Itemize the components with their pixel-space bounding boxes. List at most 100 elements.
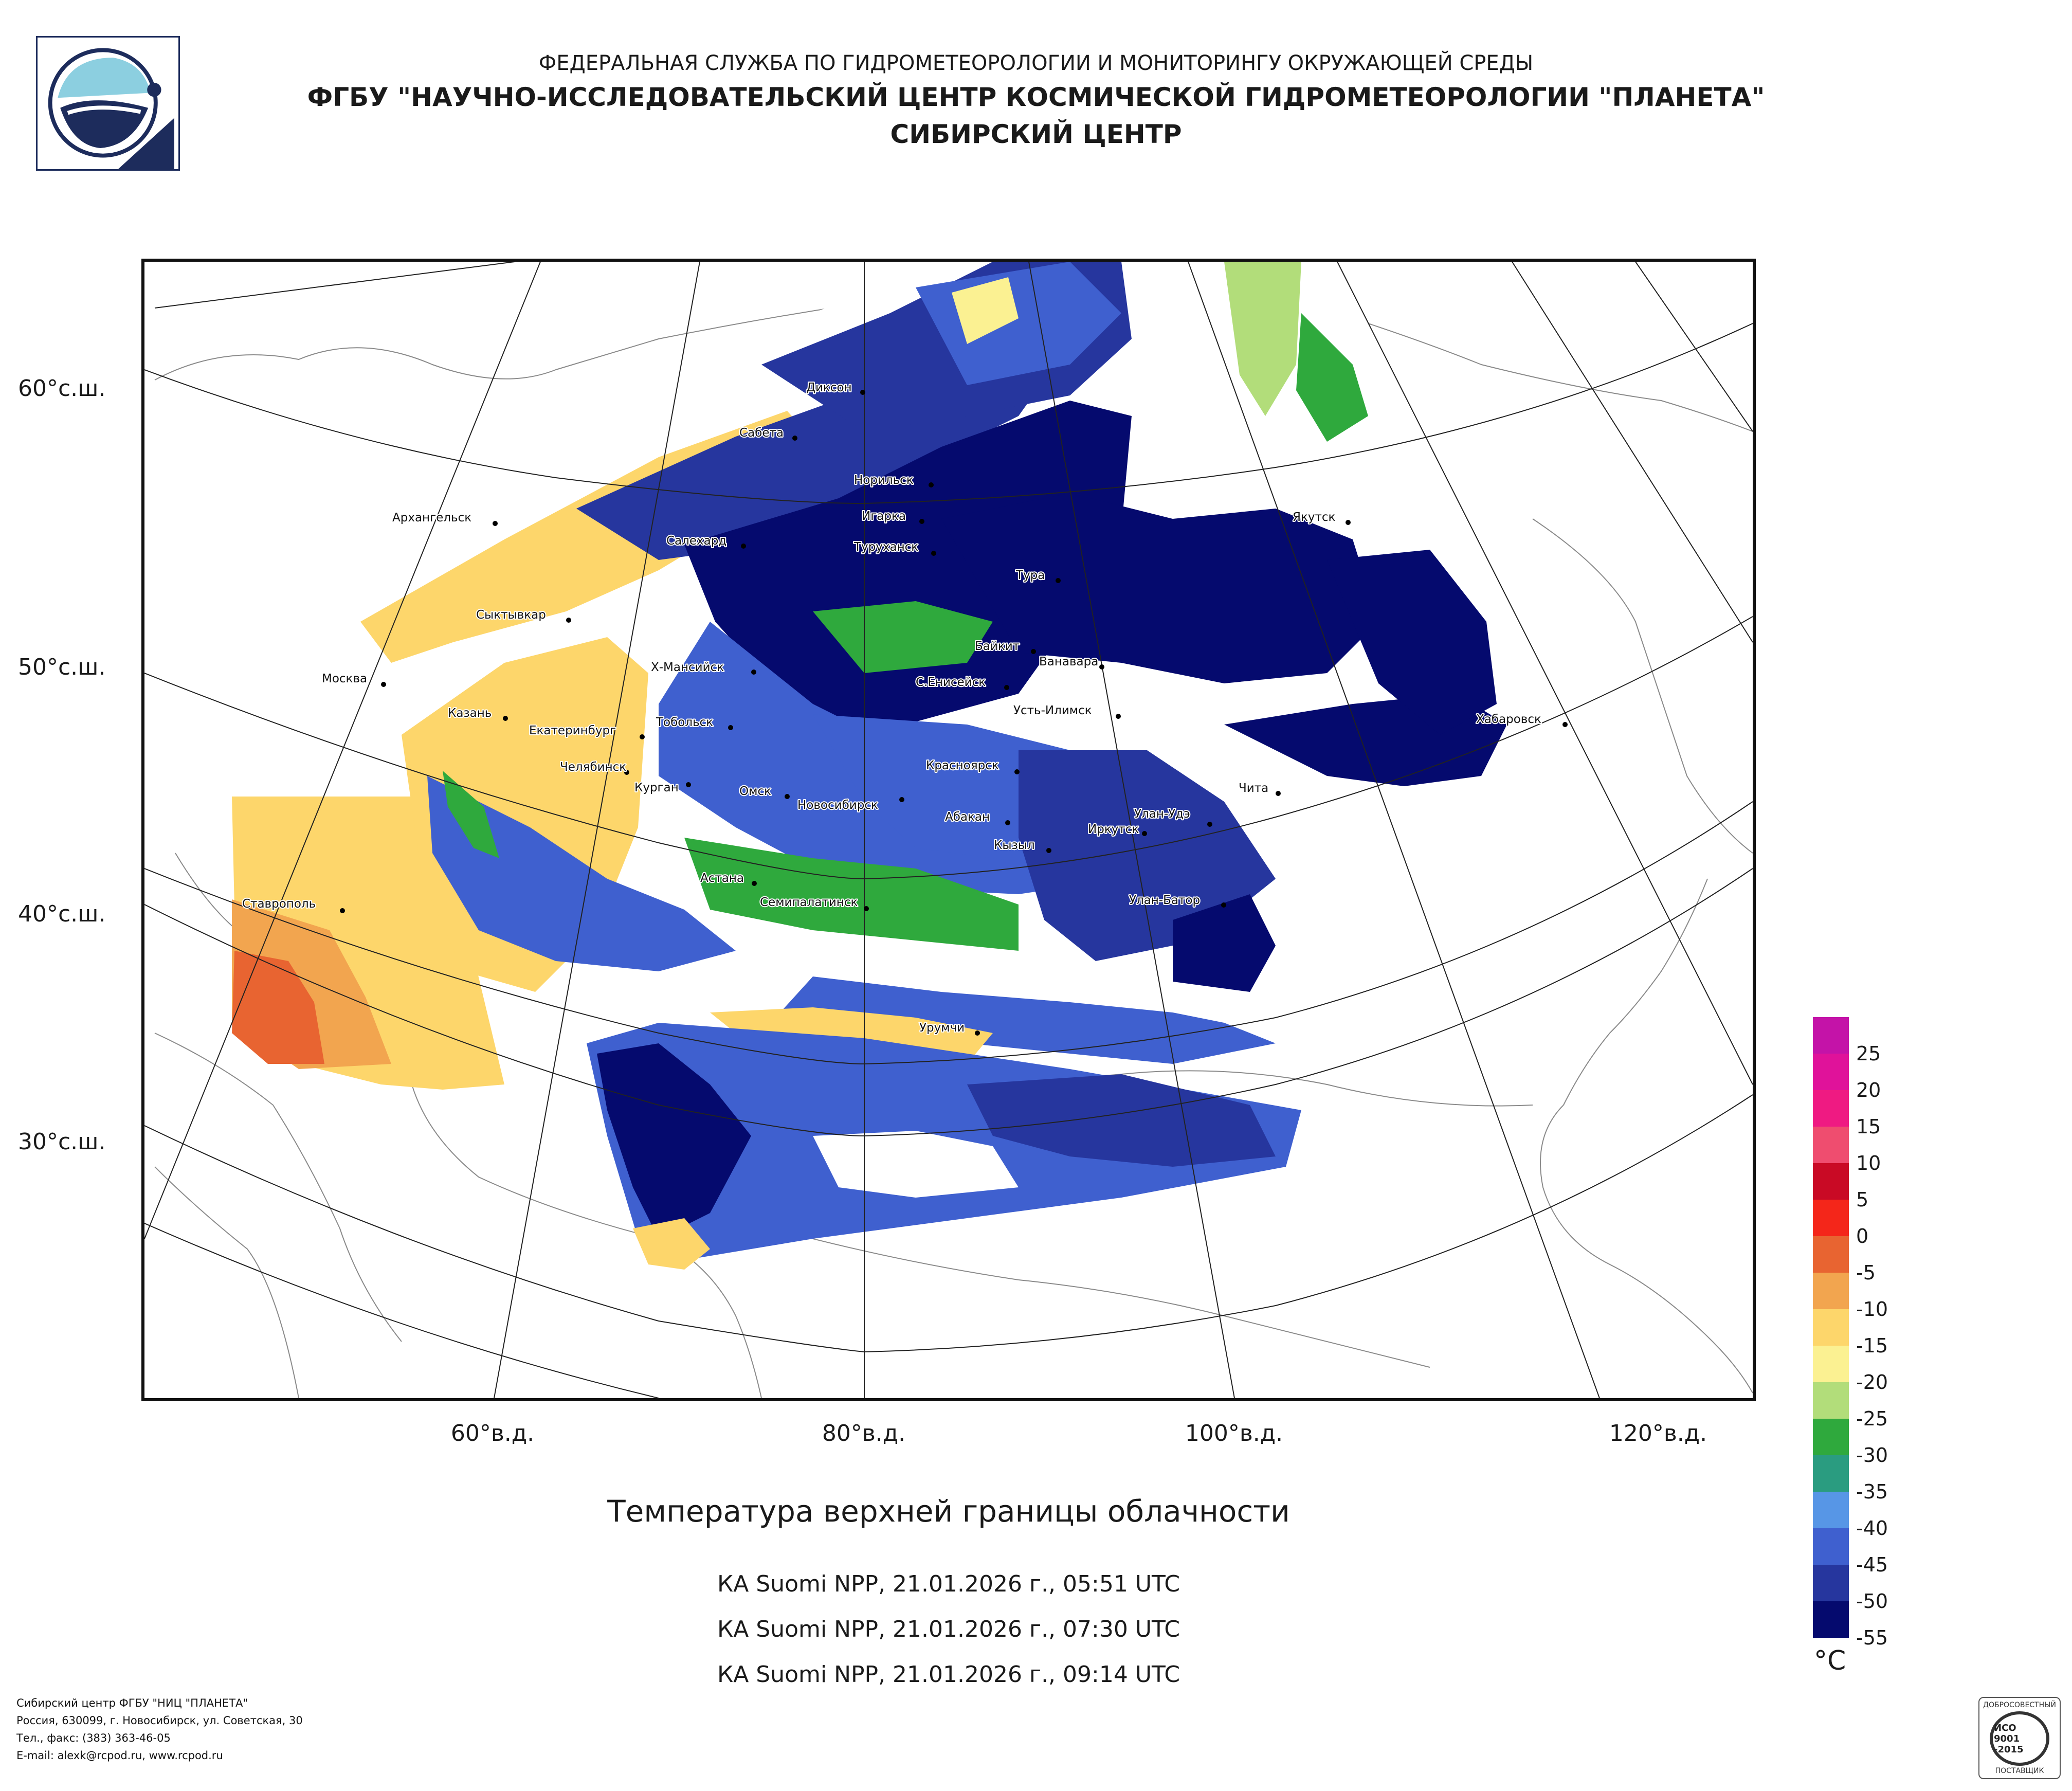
svg-text:Тобольск: Тобольск xyxy=(656,716,713,729)
city-syktyvkar: Сыктывкар xyxy=(475,607,571,623)
longitude-label-100: 100°в.д. xyxy=(1185,1420,1283,1446)
city-ulan-bator: Улан-Батор xyxy=(1128,893,1226,908)
iso-9001-badge: ДОБРОСОВЕСТНЫЙ ИСО 9001 -2015 ПОСТАВЩИК xyxy=(1978,1697,2061,1779)
svg-text:Тура: Тура xyxy=(1015,569,1045,582)
pass-time-2: КА Suomi NPP, 21.01.2026 г., 07:30 UTC xyxy=(717,1616,1180,1642)
temperature-colorbar xyxy=(1813,1017,1849,1638)
colorbar-tick-label: -10 xyxy=(1856,1298,1888,1320)
colorbar-swatch xyxy=(1813,1054,1849,1090)
city-khmansiysk: Х-Мансийск xyxy=(650,660,756,675)
footer-email: E-mail: alexk@rcpod.ru, www.rcpod.ru xyxy=(16,1749,223,1762)
cloud-top-temperature-map: Диксон Сабета Норильск Игарка Туруханск … xyxy=(141,259,1756,1401)
footer-phone: Тел., факс: (383) 363-46-05 xyxy=(16,1732,171,1744)
colorbar-swatch xyxy=(1813,1528,1849,1565)
city-abakan: Абакан xyxy=(944,809,1010,825)
city-irkutsk: Иркутск xyxy=(1087,822,1147,837)
svg-text:Курган: Курган xyxy=(634,781,679,794)
svg-text:Салехард: Салехард xyxy=(666,534,726,548)
svg-text:Игарка: Игарка xyxy=(862,510,906,523)
svg-text:Туруханск: Туруханск xyxy=(853,540,918,554)
colorbar-swatch xyxy=(1813,1309,1849,1346)
colorbar-tick-label: -20 xyxy=(1856,1371,1888,1394)
colorbar-tick-label: -45 xyxy=(1856,1553,1888,1576)
contact-footer: Сибирский центр ФГБУ "НИЦ "ПЛАНЕТА" Росс… xyxy=(16,1694,303,1764)
svg-text:Сыктывкар: Сыктывкар xyxy=(476,608,546,622)
colorbar-swatch xyxy=(1813,1273,1849,1309)
colorbar-tick-label: -30 xyxy=(1856,1444,1888,1467)
svg-text:Омск: Омск xyxy=(739,785,771,798)
colorbar-swatch xyxy=(1813,1601,1849,1638)
city-krasnoyarsk: Красноярск xyxy=(925,758,1020,774)
colorbar-tick-label: 0 xyxy=(1856,1225,1869,1247)
colorbar-swatch xyxy=(1813,1163,1849,1200)
svg-text:Якутск: Якутск xyxy=(1293,511,1336,524)
longitude-label-120: 120°в.д. xyxy=(1609,1420,1707,1446)
city-arkhangelsk: Архангельск xyxy=(391,510,498,526)
planeta-emblem-icon xyxy=(48,48,174,169)
svg-text:Семипалатинск: Семипалатинск xyxy=(760,896,858,909)
southern-swath xyxy=(587,1023,1301,1270)
iso-badge-text: ИСО 9001 -2015 xyxy=(1994,1723,2024,1755)
agency-title: ФЕДЕРАЛЬНАЯ СЛУЖБА ПО ГИДРОМЕТЕОРОЛОГИИ … xyxy=(538,51,1534,75)
iso-badge-bottom-text: ПОСТАВЩИК xyxy=(1995,1767,2044,1775)
pass-time-3: КА Suomi NPP, 21.01.2026 г., 09:14 UTC xyxy=(717,1661,1180,1688)
city-semipalatinsk: Семипалатинск xyxy=(759,895,869,911)
colorbar-swatch xyxy=(1813,1127,1849,1163)
city-kyzyl: Кызыл xyxy=(993,838,1051,853)
city-tura: Тура xyxy=(1014,568,1061,583)
svg-text:Улан-Удэ: Улан-Удэ xyxy=(1134,807,1190,821)
colorbar-tick-label: 5 xyxy=(1856,1188,1869,1211)
iso-badge-line-3: -2015 xyxy=(1994,1744,2024,1755)
center-title: СИБИРСКИЙ ЦЕНТР xyxy=(890,119,1182,149)
city-ust-ilimsk: Усть-Илимск xyxy=(1012,703,1121,719)
map-canvas: Диксон Сабета Норильск Игарка Туруханск … xyxy=(144,262,1753,1398)
colorbar-swatch xyxy=(1813,1346,1849,1382)
city-moscow: Москва xyxy=(321,671,386,687)
svg-text:Норильск: Норильск xyxy=(854,474,914,487)
svg-text:Новосибирск: Новосибирск xyxy=(797,799,878,812)
city-kazan: Казань xyxy=(447,705,508,721)
institute-title: ФГБУ "НАУЧНО-ИССЛЕДОВАТЕЛЬСКИЙ ЦЕНТР КОС… xyxy=(307,82,1765,112)
city-novosibirsk: Новосибирск xyxy=(796,797,904,813)
svg-text:Чита: Чита xyxy=(1239,782,1268,795)
city-kurgan: Курган xyxy=(633,780,691,795)
colorbar-tick-label: 25 xyxy=(1856,1042,1881,1065)
latitude-label-50: 50°с.ш. xyxy=(18,654,106,680)
city-baykit: Байкит xyxy=(974,639,1036,654)
city-ulan-ude: Улан-Удэ xyxy=(1133,806,1212,827)
colorbar-tick-label: 10 xyxy=(1856,1152,1881,1174)
city-chelyabinsk: Челябинск xyxy=(559,759,629,775)
city-omsk: Омск xyxy=(738,784,790,799)
svg-text:Байкит: Байкит xyxy=(975,640,1020,653)
svg-text:Сабета: Сабета xyxy=(739,426,784,440)
colorbar-tick-label: -15 xyxy=(1856,1334,1888,1357)
colorbar-swatch xyxy=(1813,1236,1849,1273)
footer-org: Сибирский центр ФГБУ "НИЦ "ПЛАНЕТА" xyxy=(16,1697,248,1709)
map-title: Температура верхней границы облачности xyxy=(607,1494,1290,1529)
longitude-label-60: 60°в.д. xyxy=(450,1420,535,1446)
svg-text:Архангельск: Архангельск xyxy=(392,511,471,524)
latitude-label-30: 30°с.ш. xyxy=(18,1129,106,1155)
svg-text:Астана: Астана xyxy=(700,872,744,885)
svg-text:Хабаровск: Хабаровск xyxy=(1476,713,1541,726)
city-astana: Астана xyxy=(699,871,757,886)
city-urumqi: Урумчи xyxy=(918,1020,980,1036)
city-markers: Диксон Сабета Норильск Игарка Туруханск … xyxy=(241,380,1568,1036)
city-salekhard: Салехард xyxy=(665,533,746,549)
latitude-label-60: 60°с.ш. xyxy=(18,375,106,402)
svg-text:Москва: Москва xyxy=(322,672,367,685)
svg-text:Диксон: Диксон xyxy=(806,381,852,394)
city-norilsk: Норильск xyxy=(853,473,934,488)
city-s-yeniseysk: С.Енисейск xyxy=(915,675,1009,690)
city-vanavara: Ванавара xyxy=(1038,654,1104,670)
colorbar-tick-label: -55 xyxy=(1856,1626,1888,1649)
colorbar-swatch xyxy=(1813,1382,1849,1419)
city-dikson: Диксон xyxy=(805,380,865,395)
svg-text:Усть-Илимск: Усть-Илимск xyxy=(1013,704,1092,717)
city-khabarovsk: Хабаровск xyxy=(1475,712,1568,727)
graticule xyxy=(144,262,1753,1398)
svg-text:Ставрополь: Ставрополь xyxy=(242,897,316,911)
city-yakutsk: Якутск xyxy=(1292,510,1351,525)
svg-text:С.Енисейск: С.Енисейск xyxy=(916,676,986,689)
colorbar-swatch xyxy=(1813,1200,1849,1236)
